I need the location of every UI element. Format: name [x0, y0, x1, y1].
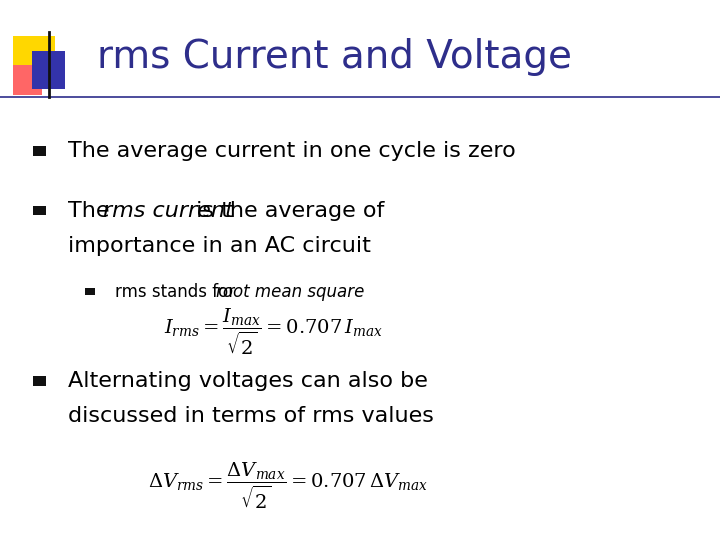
Text: rms Current and Voltage: rms Current and Voltage	[97, 38, 572, 76]
Bar	[13, 65, 42, 94]
Text: The: The	[68, 200, 117, 221]
Text: $\Delta V_{rms} = \dfrac{\Delta V_{max}}{\sqrt{2}} = 0.707\, \Delta V_{max}$: $\Delta V_{rms} = \dfrac{\Delta V_{max}}…	[148, 461, 428, 511]
Text: importance in an AC circuit: importance in an AC circuit	[68, 235, 372, 256]
Text: discussed in terms of rms values: discussed in terms of rms values	[68, 406, 434, 426]
Bar	[33, 146, 46, 156]
Text: root mean square: root mean square	[216, 282, 364, 301]
Bar	[85, 288, 95, 295]
Text: rms current: rms current	[103, 200, 234, 221]
Bar	[33, 206, 46, 215]
Text: The average current in one cycle is zero: The average current in one cycle is zero	[68, 141, 516, 161]
Text: Alternating voltages can also be: Alternating voltages can also be	[68, 370, 428, 391]
Bar	[33, 376, 46, 386]
Bar	[32, 51, 65, 89]
Bar	[13, 36, 55, 78]
Text: $I_{rms} = \dfrac{I_{max}}{\sqrt{2}} = 0.707\, I_{max}$: $I_{rms} = \dfrac{I_{max}}{\sqrt{2}} = 0…	[164, 307, 383, 357]
Text: is the average of: is the average of	[189, 200, 384, 221]
Text: rms stands for: rms stands for	[115, 282, 240, 301]
